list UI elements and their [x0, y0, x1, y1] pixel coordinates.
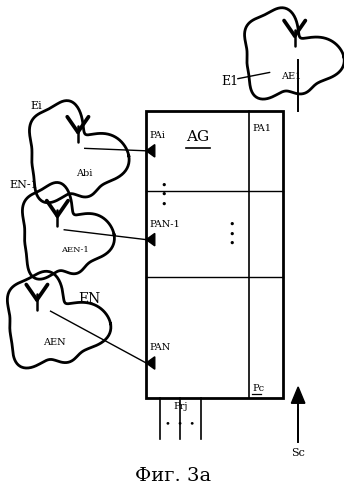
Text: Pc: Pc: [252, 384, 264, 393]
Text: PA1: PA1: [252, 124, 271, 133]
Text: Фиг. 3а: Фиг. 3а: [135, 468, 212, 486]
Text: Prj: Prj: [173, 403, 188, 412]
Text: AEN-1: AEN-1: [61, 246, 88, 253]
Text: Abi: Abi: [77, 169, 93, 178]
Text: AE1: AE1: [281, 72, 302, 81]
Polygon shape: [146, 234, 155, 246]
Text: Sc: Sc: [291, 449, 305, 459]
Text: •
•
•: • • •: [228, 220, 235, 249]
Polygon shape: [291, 387, 305, 403]
Text: Ei: Ei: [30, 101, 42, 111]
Text: •  •  •: • • •: [165, 420, 195, 429]
Text: PAN: PAN: [150, 343, 171, 352]
Polygon shape: [146, 357, 155, 369]
Text: PAN-1: PAN-1: [150, 220, 180, 229]
Text: •
•
•: • • •: [160, 181, 167, 210]
Text: PAi: PAi: [150, 131, 166, 140]
Text: E1: E1: [221, 75, 238, 88]
Text: AG: AG: [186, 130, 210, 144]
Text: EN-1: EN-1: [10, 180, 39, 190]
Text: AEN: AEN: [43, 338, 65, 347]
Polygon shape: [146, 145, 155, 157]
Text: EN: EN: [78, 292, 100, 306]
Bar: [146, 111, 283, 398]
